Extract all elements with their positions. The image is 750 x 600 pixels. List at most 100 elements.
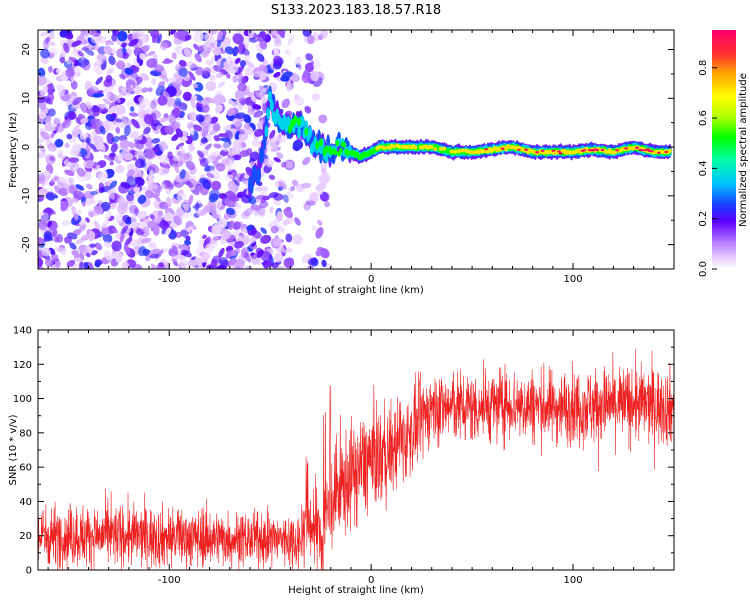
spectrogram-signal-cell — [504, 147, 509, 152]
spectrogram-noise-blob — [276, 152, 284, 159]
spectrogram-signal-cell — [558, 152, 563, 155]
spectrogram-noise-blob — [213, 143, 222, 149]
spectrogram-noise-blob — [231, 100, 241, 107]
spectrogram-noise-blob — [96, 142, 104, 150]
spectrogram-noise-blob — [309, 192, 319, 203]
spectrogram-noise-blob — [178, 145, 186, 154]
spectrogram-noise-blob — [266, 72, 274, 77]
spectrogram-noise-blob — [247, 30, 254, 39]
spectrogram-noise-blob — [206, 154, 214, 164]
spectrogram-signal-cell — [524, 148, 529, 151]
spectrogram-noise-blob — [117, 197, 126, 206]
spectrogram-signal-cell — [582, 149, 587, 152]
spectrogram-noise-blob — [244, 265, 253, 269]
snr-y-tick-label: 120 — [13, 360, 32, 371]
spectrogram-signal-cell — [551, 149, 556, 152]
spectrogram-noise-blob — [175, 128, 184, 138]
spectrogram-noise-blob — [255, 194, 265, 200]
spectrogram-noise-blob — [266, 260, 272, 268]
spectrogram-noise-blob — [40, 48, 51, 59]
spectrogram-noise-blob — [190, 98, 196, 109]
spectrogram-noise-blob — [179, 257, 188, 269]
spectrogram-noise-blob — [115, 164, 125, 174]
spectrogram-noise-blob — [285, 160, 294, 169]
spectrogram-signal-cell — [535, 151, 539, 154]
spectrogram-noise-blob — [74, 257, 83, 264]
spectrogram-noise-blob — [268, 220, 279, 228]
spectrogram-noise-blob — [218, 133, 227, 138]
spectrogram-noise-blob — [281, 98, 290, 109]
spectrogram-noise-blob — [262, 195, 270, 201]
spectrogram-noise-blob — [151, 263, 157, 269]
spectrogram-noise-blob — [45, 192, 56, 201]
spectrogram-noise-blob — [87, 261, 95, 269]
spectrogram-noise-blob — [239, 172, 245, 180]
spectrogram-noise-blob — [202, 41, 214, 52]
spectrogram-noise-blob — [228, 147, 236, 157]
spectrogram-noise-blob — [105, 113, 116, 122]
spectrogram-noise-blob — [57, 85, 66, 96]
spectrogram-signal-cell — [319, 138, 323, 147]
spectrogram-signal-cell — [262, 134, 267, 151]
spectrogram-noise-blob — [254, 91, 262, 99]
spectrogram-noise-blob — [228, 195, 240, 202]
spectrogram-noise-blob — [65, 67, 75, 78]
spectrogram-noise-blob — [102, 219, 109, 228]
spectrogram-noise-blob — [150, 100, 157, 110]
spectrogram-noise-blob — [204, 243, 215, 253]
spectrogram-noise-blob — [166, 97, 176, 107]
spectrogram-noise-blob — [183, 75, 190, 82]
spectrogram-noise-blob — [248, 91, 255, 97]
spectrogram-signal-cell — [449, 149, 454, 154]
spectrogram-noise-blob — [159, 220, 170, 231]
spectrogram-noise-blob — [146, 58, 158, 68]
spectrogram-noise-blob — [250, 204, 262, 211]
spectrogram-signal-cell — [624, 147, 628, 150]
spectrogram-signal-cell — [442, 146, 447, 151]
spectrogram-noise-blob — [253, 110, 264, 118]
spectrogram-noise-blob — [122, 52, 130, 60]
spectrogram-noise-blob — [117, 30, 128, 42]
spectrogram-noise-blob — [215, 162, 226, 172]
spectrogram-noise-blob — [244, 60, 254, 68]
spectrogram-noise-blob — [213, 64, 223, 72]
spectrogram-noise-blob — [115, 126, 121, 134]
spectrogram-noise-blob — [315, 227, 324, 239]
spectrogram-noise-blob — [184, 203, 190, 212]
spectrogram-noise-blob — [51, 229, 58, 238]
spectrogram-noise-blob — [148, 242, 157, 249]
spectrogram-noise-blob — [324, 201, 331, 208]
spectrogram-noise-blob — [171, 134, 179, 142]
spectrogram-signal-cell — [297, 117, 301, 127]
spectrogram-noise-blob — [237, 128, 245, 135]
spectrogram-noise-blob — [248, 37, 258, 43]
snr-x-tick-label: -100 — [158, 575, 181, 586]
spectrogram-x-tick-label: -100 — [158, 274, 181, 285]
spectrogram-noise-blob — [201, 234, 207, 239]
spectrogram-noise-blob — [218, 247, 225, 258]
spectrogram-signal-cell — [300, 115, 305, 128]
spectrogram-noise-blob — [180, 229, 189, 238]
spectrogram-noise-blob — [161, 229, 166, 235]
spectrogram-noise-blob — [212, 224, 223, 235]
spectrogram-noise-blob — [297, 64, 303, 70]
spectrogram-noise-blob — [110, 142, 118, 153]
spectrogram-noise-blob — [249, 151, 260, 162]
spectrogram-noise-blob — [119, 139, 130, 149]
spectrogram-noise-blob — [259, 39, 268, 50]
spectrogram-noise-blob — [67, 184, 79, 195]
spectrogram-noise-blob — [239, 150, 250, 158]
spectrogram-signal-cell — [438, 146, 443, 151]
spectrogram-noise-blob — [228, 159, 235, 166]
spectrogram-noise-blob — [148, 170, 154, 180]
spectrogram-noise-blob — [202, 148, 209, 156]
spectrogram-noise-blob — [256, 32, 267, 43]
spectrogram-noise-blob — [141, 87, 149, 93]
spectrogram-noise-blob — [53, 117, 61, 125]
spectrogram-x-tick-label: 0 — [368, 274, 374, 285]
spectrogram-noise-blob — [111, 33, 118, 42]
spectrogram-noise-blob — [239, 60, 247, 68]
spectrogram-y-label: Frequency (Hz) — [8, 112, 19, 188]
snr-y-tick-label: 20 — [19, 531, 32, 542]
colorbar-tick-label: 0.6 — [698, 110, 709, 126]
